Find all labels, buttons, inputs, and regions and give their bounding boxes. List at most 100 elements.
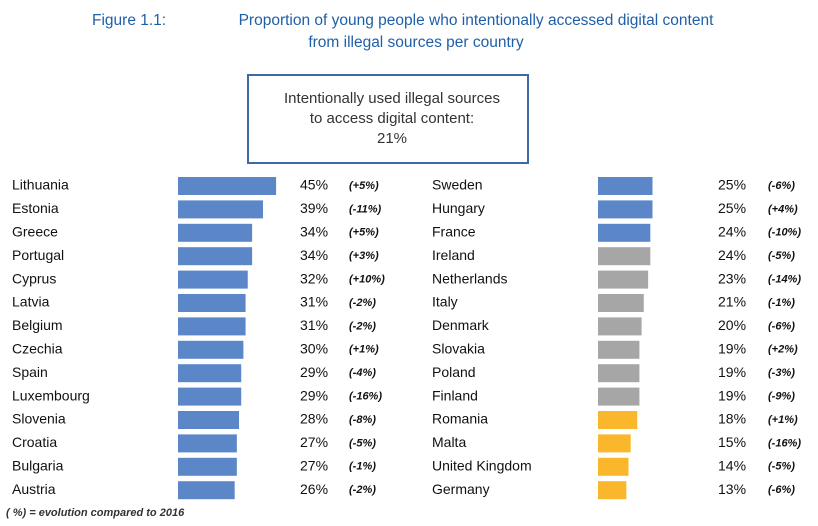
change-label: (-16%) (768, 437, 801, 449)
category-label: Bulgaria (12, 458, 64, 474)
bar (178, 294, 246, 312)
callout-text: to access digital content: (310, 110, 474, 127)
value-label: 29% (300, 387, 328, 403)
change-label: (+2%) (768, 344, 798, 356)
category-label: Netherlands (432, 270, 508, 286)
value-label: 31% (300, 294, 328, 310)
bar (598, 294, 644, 312)
bar (178, 177, 277, 195)
value-label: 25% (718, 177, 746, 193)
value-label: 34% (300, 224, 328, 240)
bar (178, 317, 246, 336)
category-label: Luxembourg (12, 387, 90, 403)
bar (598, 200, 653, 219)
value-label: 39% (300, 200, 328, 216)
value-label: 24% (718, 247, 746, 263)
value-label: 18% (718, 411, 746, 427)
value-label: 31% (300, 317, 328, 333)
bar (178, 200, 264, 219)
change-label: (-5%) (349, 437, 376, 449)
value-label: 45% (300, 177, 328, 193)
category-label: Denmark (432, 317, 490, 333)
bar (598, 434, 631, 453)
callout-text: Intentionally used illegal sources (284, 90, 500, 107)
change-label: (-8%) (349, 414, 376, 426)
bar (598, 317, 642, 336)
change-label: (+1%) (768, 414, 798, 426)
change-label: (-6%) (768, 180, 795, 192)
category-label: Romania (432, 411, 488, 427)
value-label: 23% (718, 270, 746, 286)
callout-box (247, 74, 529, 164)
bar (178, 270, 248, 289)
bar (598, 387, 640, 406)
bar (178, 364, 242, 383)
change-label: (+5%) (349, 180, 379, 192)
change-label: (-6%) (768, 320, 795, 332)
callout-value: 21% (377, 130, 407, 147)
change-label: (-5%) (768, 461, 795, 473)
bar (178, 481, 235, 500)
category-label: Germany (432, 481, 490, 497)
change-label: (-2%) (349, 297, 376, 309)
value-label: 20% (718, 317, 746, 333)
value-label: 34% (300, 247, 328, 263)
chart-title: from illegal sources per country (308, 34, 524, 51)
change-label: (-10%) (768, 227, 801, 239)
change-label: (-9%) (768, 391, 795, 403)
value-label: 14% (718, 458, 746, 474)
category-label: Slovenia (12, 411, 66, 427)
bar (598, 481, 627, 500)
value-label: 27% (300, 458, 328, 474)
category-label: Latvia (12, 294, 50, 310)
category-label: United Kingdom (432, 458, 532, 474)
change-label: (-5%) (768, 250, 795, 262)
category-label: Ireland (432, 247, 475, 263)
bar (598, 270, 649, 289)
value-label: 29% (300, 364, 328, 380)
category-label: Poland (432, 364, 476, 380)
change-label: (-6%) (768, 484, 795, 496)
category-label: Malta (432, 434, 466, 450)
value-label: 19% (718, 364, 746, 380)
bar (178, 411, 240, 429)
value-label: 26% (300, 481, 328, 497)
category-label: Finland (432, 387, 478, 403)
change-label: (+5%) (349, 227, 379, 239)
category-label: Belgium (12, 317, 63, 333)
chart-title: Proportion of young people who intention… (239, 12, 714, 29)
change-label: (-2%) (349, 320, 376, 332)
category-label: Spain (12, 364, 48, 380)
bar (178, 457, 237, 476)
value-label: 13% (718, 481, 746, 497)
bar (178, 247, 253, 266)
footnote: ( %) = evolution compared to 2016 (6, 507, 185, 519)
change-label: (+4%) (768, 203, 798, 215)
category-label: Sweden (432, 177, 483, 193)
value-label: 21% (718, 294, 746, 310)
value-label: 28% (300, 411, 328, 427)
change-label: (-11%) (349, 203, 382, 215)
bar (598, 247, 651, 266)
category-label: Cyprus (12, 270, 56, 286)
category-label: Hungary (432, 200, 485, 216)
bar (598, 223, 651, 242)
change-label: (+10%) (349, 274, 385, 286)
value-label: 27% (300, 434, 328, 450)
value-label: 15% (718, 434, 746, 450)
change-label: (-16%) (349, 391, 382, 403)
bar (598, 457, 629, 476)
category-label: Estonia (12, 200, 59, 216)
bar (598, 364, 640, 383)
category-label: Italy (432, 294, 458, 310)
bar (178, 434, 237, 453)
category-label: Lithuania (12, 177, 69, 193)
category-label: France (432, 224, 476, 240)
category-label: Croatia (12, 434, 57, 450)
value-label: 32% (300, 270, 328, 286)
figure-label: Figure 1.1: (92, 12, 166, 29)
category-label: Czechia (12, 341, 63, 357)
category-label: Portugal (12, 247, 64, 263)
value-label: 24% (718, 224, 746, 240)
